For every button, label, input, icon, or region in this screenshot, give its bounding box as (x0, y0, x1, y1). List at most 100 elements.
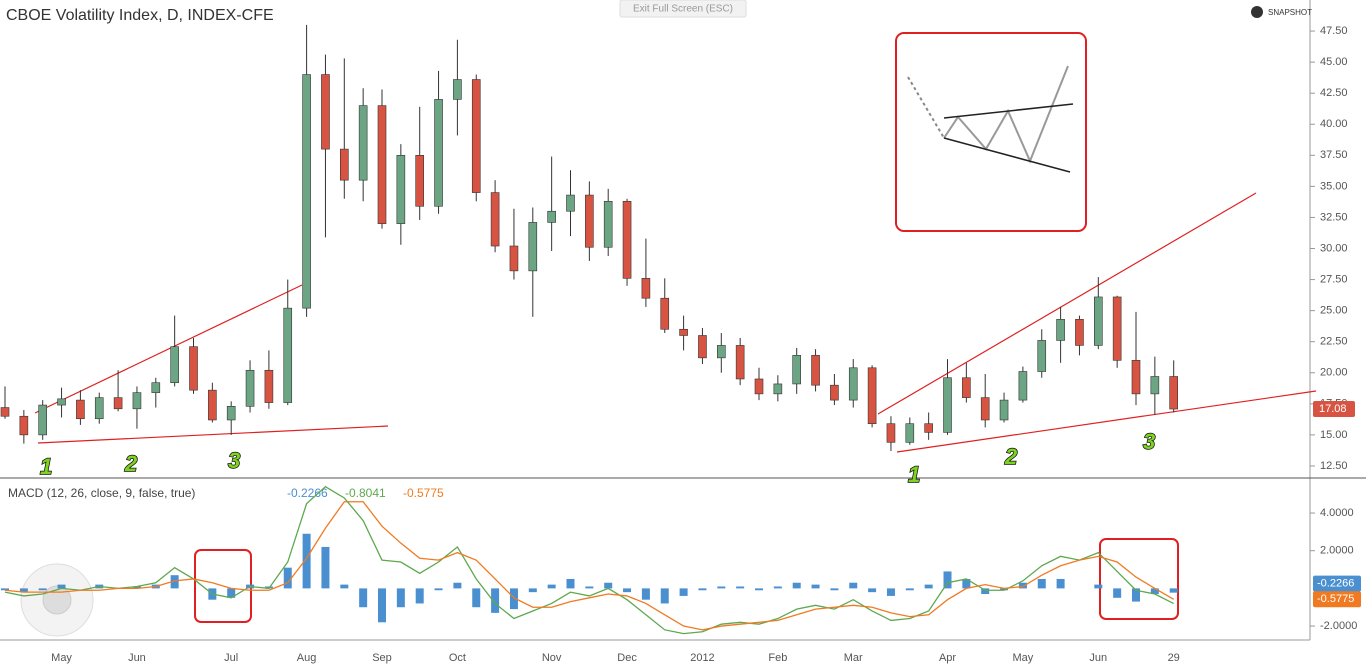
x-tick-label: Feb (768, 652, 787, 664)
y-tick-label: 22.50 (1320, 336, 1348, 348)
trendlines (34, 192, 1317, 453)
macd-histogram-bar (415, 588, 424, 604)
macd-histogram-bar (1169, 588, 1178, 593)
x-tick-label: Jun (128, 652, 146, 664)
macd-title: MACD (12, 26, close, 9, false, true) (8, 486, 195, 500)
candle-body (811, 355, 820, 386)
candle-body (0, 407, 10, 417)
macd-histogram-bar (905, 588, 914, 591)
y-tick-label: 30.00 (1320, 242, 1348, 254)
macd-histogram-bar (38, 588, 47, 591)
candle-body (754, 378, 764, 395)
candle-body (999, 399, 1009, 421)
macd-hist-value: -0.2266 (287, 486, 328, 500)
macd-histogram-bar (340, 584, 349, 589)
candle-body (1075, 319, 1084, 346)
x-tick-label: Apr (939, 652, 956, 664)
macd-histogram-bar (1, 588, 9, 591)
candle-body (886, 423, 896, 443)
snapshot-icon[interactable] (1251, 6, 1263, 18)
y-tick-label: 35.00 (1320, 180, 1348, 192)
value-box (1313, 591, 1361, 608)
candle-body (189, 346, 198, 391)
macd-histogram-bar (660, 588, 669, 604)
inset-box (895, 32, 1087, 232)
macd-histogram-bar (962, 578, 971, 589)
candle-body (509, 245, 519, 272)
last-price-box (1313, 401, 1355, 418)
candle-body (1112, 296, 1122, 361)
value-box-label: -0.5775 (1317, 593, 1354, 605)
candle-body (283, 307, 293, 403)
candle-body (641, 278, 651, 299)
navigation-control[interactable] (20, 563, 94, 637)
inset-line (943, 65, 1069, 164)
candle-body (245, 369, 255, 407)
macd-histogram-bar (886, 588, 895, 596)
macd-histogram-bar (509, 588, 518, 610)
candle-body (547, 210, 556, 223)
x-tick-label: Jul (224, 652, 238, 664)
macd-histogram-bar (1018, 582, 1027, 589)
x-tick-label: 29 (1168, 652, 1180, 664)
candle-body (339, 148, 349, 181)
macd-histogram-bar (623, 588, 632, 593)
candle-body (773, 383, 783, 395)
annotation: 1 (908, 462, 920, 487)
candle-body (1018, 371, 1028, 401)
macd-histogram-bar (472, 588, 481, 608)
y-tick-label: 37.50 (1320, 149, 1348, 161)
annotation: 3 (228, 448, 240, 473)
macd-histogram-bar (830, 588, 839, 591)
annotation: 3 (1143, 429, 1155, 454)
trendline (896, 390, 1317, 453)
x-tick-label: Sep (372, 652, 392, 664)
candle-body (1094, 296, 1103, 346)
exit-fullscreen-button[interactable] (619, 0, 747, 18)
y-tick-label: -2.0000 (1320, 620, 1357, 632)
macd-histogram-bar (849, 582, 858, 589)
macd-histogram-bar (566, 578, 575, 589)
trendline (877, 192, 1257, 415)
macd-histogram-bar (585, 586, 594, 589)
macd-histogram-bar (1056, 578, 1065, 589)
macd-histogram-bar (604, 582, 613, 589)
value-box (1313, 575, 1361, 592)
candle-body (603, 200, 613, 248)
candle-body (1131, 360, 1141, 395)
y-tick-label: 32.50 (1320, 211, 1348, 223)
macd-histogram-bar (717, 586, 726, 589)
candle-body (490, 192, 500, 247)
candle-body (113, 397, 123, 410)
candle-body (943, 377, 952, 433)
candle-body (924, 423, 933, 433)
macd-histogram-bar (302, 533, 311, 589)
candle-body (1150, 376, 1160, 395)
candle-body (962, 377, 971, 398)
candle-body (132, 392, 142, 410)
y-tick-label: 12.50 (1320, 460, 1348, 472)
candle-body (867, 367, 877, 425)
y-tick-label: 20.00 (1320, 367, 1348, 379)
candle-body (151, 382, 161, 393)
exit-fullscreen-label: Exit Full Screen (ESC) (633, 4, 733, 15)
candle-body (1056, 319, 1065, 341)
macd-histogram-bar (792, 582, 801, 589)
candle-body (735, 345, 745, 380)
inset-line (943, 137, 1071, 173)
candle-body (302, 74, 311, 309)
x-tick-label: Dec (617, 652, 637, 664)
candle-body (226, 406, 236, 421)
macd-histogram-bar (132, 586, 141, 589)
macd-histogram-bar (1094, 584, 1103, 589)
candle-body (980, 397, 990, 421)
value-box-label: -0.2266 (1317, 578, 1354, 590)
macd-histogram-bar (434, 588, 443, 591)
x-tick-label: Jun (1089, 652, 1107, 664)
y-tick-label: 25.00 (1320, 305, 1348, 317)
macd-histogram-bar (378, 588, 386, 623)
candle-body (622, 200, 632, 279)
nav-center[interactable] (42, 585, 72, 615)
candle-body (19, 415, 29, 436)
macd-histogram-bar (57, 584, 66, 589)
